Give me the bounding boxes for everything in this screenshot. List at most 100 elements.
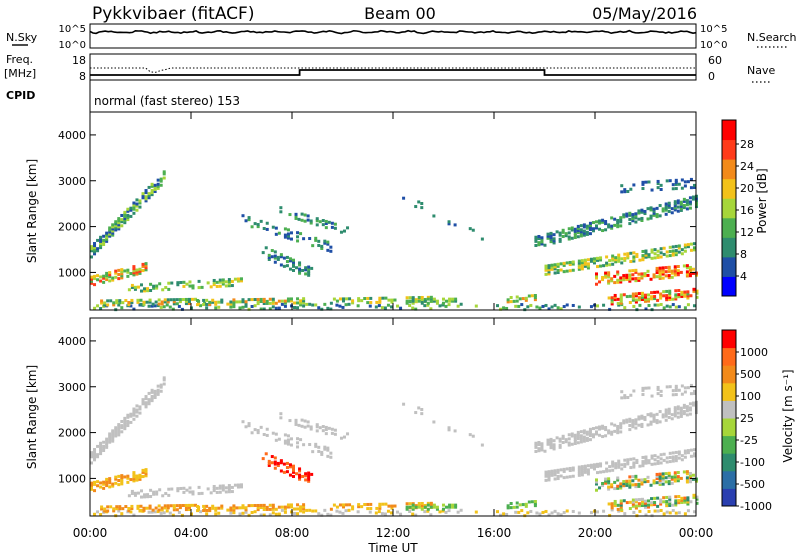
velocity-cell bbox=[598, 486, 602, 490]
velocity-cell bbox=[619, 499, 623, 503]
power-cell bbox=[656, 253, 660, 257]
velocity-cell bbox=[652, 419, 656, 423]
velocity-cell bbox=[114, 432, 118, 436]
velocity-cell bbox=[187, 505, 191, 509]
power-cell bbox=[317, 243, 321, 247]
power-cell bbox=[302, 299, 306, 303]
power-cell bbox=[562, 261, 566, 265]
y-tick-label: 1000 bbox=[58, 266, 86, 279]
velocity-cell bbox=[159, 383, 163, 387]
velocity-cell bbox=[301, 474, 305, 478]
power-cell bbox=[647, 303, 651, 307]
velocity-cell bbox=[688, 402, 692, 406]
velocity-cell bbox=[335, 505, 339, 509]
velocity-cell bbox=[285, 466, 289, 470]
power-cell bbox=[631, 296, 635, 300]
power-cell bbox=[158, 282, 162, 286]
velocity-cell bbox=[649, 422, 653, 426]
velocity-cell bbox=[454, 503, 458, 507]
power-cell bbox=[628, 277, 632, 281]
power-cell bbox=[211, 300, 215, 304]
velocity-cell bbox=[279, 416, 283, 420]
power-cell bbox=[132, 201, 136, 205]
velocity-cell bbox=[643, 499, 647, 503]
power-cell bbox=[533, 296, 537, 300]
velocity-cell bbox=[253, 510, 257, 514]
velocity-cell bbox=[653, 501, 657, 505]
velocity-cell bbox=[613, 499, 617, 503]
velocity-cell bbox=[682, 412, 686, 416]
velocity-cell bbox=[623, 396, 627, 400]
velocity-cell bbox=[668, 511, 672, 515]
velocity-cell bbox=[144, 470, 148, 474]
velocity-cell bbox=[302, 510, 306, 514]
velocity-cell bbox=[311, 450, 315, 454]
nave-tick-top: 60 bbox=[708, 54, 722, 67]
velocity-cell bbox=[142, 506, 146, 510]
velocity-cell bbox=[93, 456, 97, 460]
velocity-cell bbox=[638, 464, 642, 468]
velocity-cell bbox=[330, 431, 334, 435]
power-cell bbox=[677, 244, 681, 248]
velocity-cell bbox=[637, 484, 641, 488]
velocity-cell bbox=[139, 504, 143, 508]
freq-tick-top: 18 bbox=[72, 54, 86, 67]
velocity-cell bbox=[205, 512, 209, 516]
velocity-cell bbox=[680, 496, 684, 500]
power-cell bbox=[619, 220, 623, 224]
velocity-cell bbox=[674, 495, 678, 499]
power-cell bbox=[302, 304, 306, 308]
power-cell bbox=[644, 307, 648, 311]
power-cell bbox=[643, 299, 647, 303]
velocity-cell bbox=[640, 497, 644, 501]
velocity-cell bbox=[655, 419, 659, 423]
power-cell bbox=[659, 294, 663, 298]
power-cell bbox=[647, 299, 651, 303]
power-cell bbox=[142, 300, 146, 304]
velocity-cell bbox=[656, 392, 660, 396]
velocity-cell bbox=[399, 512, 403, 516]
velocity-cell bbox=[671, 389, 675, 393]
power-cell bbox=[677, 305, 681, 309]
velocity-cell bbox=[540, 442, 544, 446]
power-cell bbox=[156, 186, 160, 190]
power-cell bbox=[540, 240, 544, 244]
power-cell bbox=[293, 305, 297, 309]
power-cell bbox=[659, 292, 663, 296]
power-cell bbox=[277, 231, 281, 235]
velocity-cell bbox=[676, 479, 680, 483]
velocity-cell bbox=[640, 480, 644, 484]
power-cell bbox=[151, 302, 155, 306]
power-cell bbox=[683, 294, 687, 298]
power-cell bbox=[276, 255, 280, 259]
power-cell bbox=[271, 297, 275, 301]
velocity-cell bbox=[163, 506, 167, 510]
power-cell bbox=[105, 278, 109, 282]
power-cell bbox=[685, 264, 689, 268]
power-cell bbox=[311, 244, 315, 248]
power-cell bbox=[613, 293, 617, 297]
velocity-cell bbox=[160, 506, 164, 510]
power-cell bbox=[329, 249, 333, 253]
power-cell bbox=[139, 289, 143, 293]
velocity-cell bbox=[348, 503, 352, 507]
velocity-cell bbox=[259, 505, 263, 509]
velocity-cell bbox=[622, 421, 626, 425]
velocity-cell bbox=[96, 480, 100, 484]
power-cell bbox=[613, 296, 617, 300]
power-cell bbox=[616, 272, 620, 276]
power-cell bbox=[561, 230, 565, 234]
velocity-cell bbox=[664, 480, 668, 484]
power-cell bbox=[197, 286, 201, 290]
power-cell bbox=[673, 271, 677, 275]
velocity-cell bbox=[157, 508, 161, 512]
power-cell bbox=[447, 220, 451, 224]
velocity-cell bbox=[668, 495, 672, 499]
power-cell bbox=[588, 223, 592, 227]
power-cell bbox=[604, 271, 608, 275]
power-cell bbox=[144, 266, 148, 270]
power-cell bbox=[279, 253, 283, 257]
power-cell bbox=[126, 213, 130, 217]
power-cell bbox=[283, 233, 287, 237]
velocity-cell bbox=[218, 490, 222, 494]
